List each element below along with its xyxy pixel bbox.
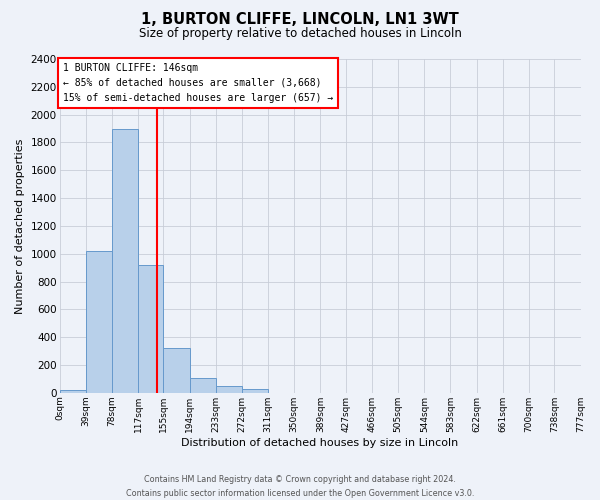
- Bar: [242, 390, 268, 393]
- Bar: [59, 390, 86, 393]
- Bar: [163, 348, 190, 393]
- Y-axis label: Number of detached properties: Number of detached properties: [15, 138, 25, 314]
- Bar: [190, 378, 216, 393]
- Text: Contains HM Land Registry data © Crown copyright and database right 2024.
Contai: Contains HM Land Registry data © Crown c…: [126, 476, 474, 498]
- Text: 1 BURTON CLIFFE: 146sqm
← 85% of detached houses are smaller (3,668)
15% of semi: 1 BURTON CLIFFE: 146sqm ← 85% of detache…: [63, 63, 333, 103]
- Bar: [138, 265, 163, 393]
- Bar: [86, 251, 112, 393]
- Bar: [112, 128, 138, 393]
- Text: 1, BURTON CLIFFE, LINCOLN, LN1 3WT: 1, BURTON CLIFFE, LINCOLN, LN1 3WT: [141, 12, 459, 28]
- Bar: [216, 386, 242, 393]
- Text: Size of property relative to detached houses in Lincoln: Size of property relative to detached ho…: [139, 28, 461, 40]
- X-axis label: Distribution of detached houses by size in Lincoln: Distribution of detached houses by size …: [181, 438, 458, 448]
